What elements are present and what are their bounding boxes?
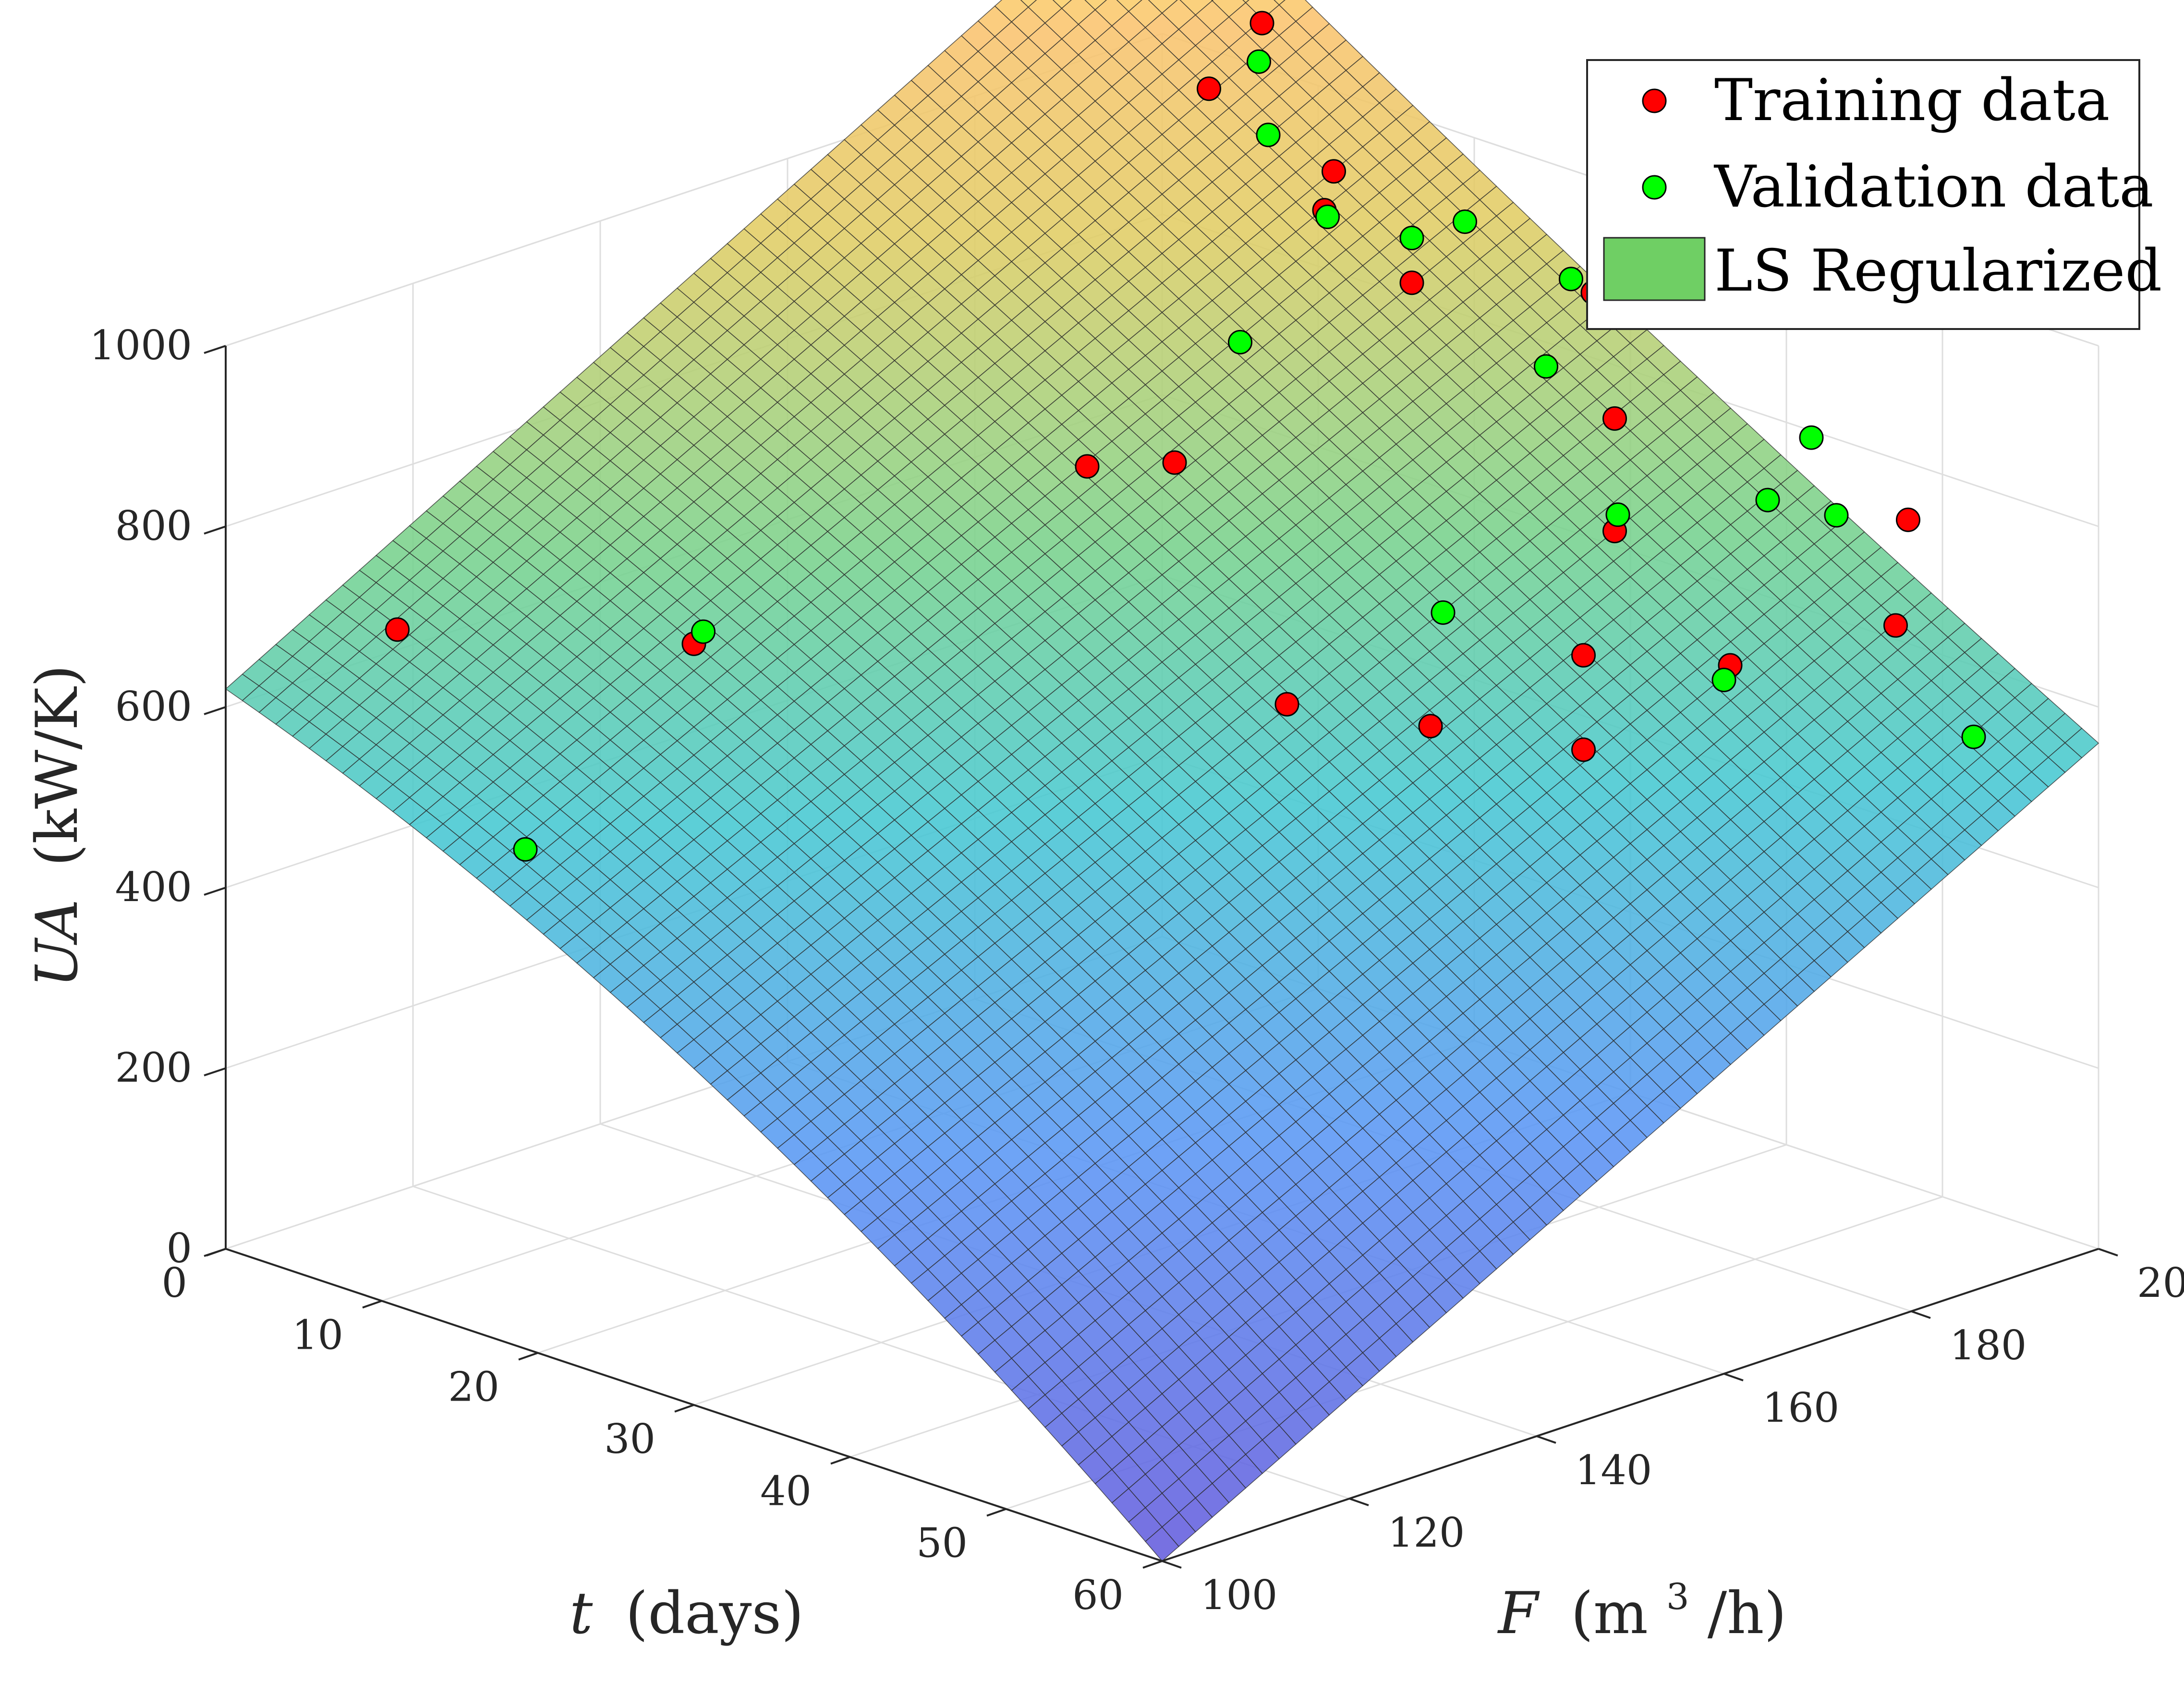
- validation-point: [1256, 122, 1281, 147]
- validation-point: [1399, 226, 1424, 251]
- t-axis-unit: (days): [626, 1580, 804, 1647]
- validation-point: [1228, 329, 1252, 354]
- t-tick-label: 0: [162, 1259, 187, 1306]
- validation-point: [1247, 49, 1271, 74]
- t-tick-label: 20: [448, 1364, 499, 1411]
- z-tick-label: 0: [167, 1225, 192, 1272]
- legend-training-marker: [1642, 88, 1667, 113]
- training-point: [1571, 737, 1596, 762]
- F-axis-unit: (m: [1571, 1580, 1648, 1647]
- training-point: [1197, 76, 1221, 101]
- validation-point: [1961, 724, 1986, 749]
- t-tick-label: 40: [760, 1467, 812, 1514]
- training-point: [1571, 643, 1596, 668]
- z-tick-label: 600: [115, 683, 192, 730]
- z-tick-label: 1000: [89, 322, 192, 369]
- F-tick-label: 140: [1575, 1447, 1652, 1494]
- t-axis-variable: t: [570, 1580, 593, 1647]
- F-tick-label: 200: [2137, 1259, 2184, 1306]
- z-axis-variable: UA: [24, 899, 91, 988]
- validation-point: [1755, 488, 1780, 513]
- training-point: [1602, 406, 1627, 431]
- validation-point: [513, 837, 538, 862]
- tick-labels: 0 200 400 600 800 1000 0 10 20 30 40 50 60 100 120 140 1…: [89, 322, 2184, 1619]
- t-tick-label: 10: [292, 1311, 343, 1358]
- training-point: [1250, 11, 1274, 36]
- z-axis-label: UA (kW/K): [24, 665, 91, 988]
- t-tick-label: 30: [604, 1416, 655, 1463]
- legend-label: Validation data: [1713, 154, 2154, 220]
- t-axis-label: t (days): [570, 1580, 804, 1647]
- z-axis-unit: (kW/K): [24, 665, 91, 866]
- training-point: [1322, 159, 1346, 184]
- training-point: [385, 617, 410, 642]
- legend-label: Training data: [1714, 67, 2110, 134]
- legend: Training data Validation data LS Regulariz…: [1586, 59, 2162, 330]
- regression-surface: [225, 0, 2099, 1562]
- z-tick-label: 200: [115, 1044, 192, 1091]
- F-tick-label: 100: [1201, 1572, 1277, 1619]
- training-point: [1896, 507, 1920, 532]
- validation-point: [1453, 209, 1477, 234]
- F-axis-label: F (m 3 /h): [1497, 1556, 1787, 1647]
- F-tick-label: 180: [1950, 1322, 2026, 1369]
- validation-point: [1534, 354, 1558, 379]
- F-axis-unit-end: /h): [1708, 1580, 1787, 1647]
- z-tick-label: 800: [115, 502, 192, 549]
- validation-point: [691, 619, 716, 644]
- F-axis-variable: F: [1497, 1580, 1540, 1647]
- validation-point: [1559, 267, 1583, 292]
- validation-point: [1431, 600, 1456, 625]
- t-tick-label: 50: [916, 1520, 968, 1567]
- training-point: [1883, 613, 1908, 638]
- training-point: [1162, 450, 1187, 475]
- z-tick-label: 400: [115, 864, 192, 911]
- validation-point: [1315, 204, 1340, 229]
- training-point: [1399, 270, 1424, 295]
- validation-point: [1605, 502, 1630, 527]
- validation-point: [1824, 503, 1849, 528]
- t-tick-label: 60: [1072, 1572, 1124, 1619]
- training-point: [1274, 692, 1299, 717]
- F-tick-label: 160: [1762, 1384, 1839, 1431]
- F-tick-label: 120: [1388, 1509, 1465, 1556]
- training-point: [1075, 454, 1100, 479]
- legend-surface-swatch: [1603, 237, 1706, 301]
- legend-label: LS Regularized: [1714, 238, 2162, 305]
- F-axis-unit-superscript: 3: [1666, 1575, 1689, 1618]
- training-point: [1418, 714, 1443, 739]
- legend-validation-marker: [1642, 175, 1667, 200]
- validation-point: [1799, 425, 1824, 450]
- validation-point: [1711, 668, 1736, 693]
